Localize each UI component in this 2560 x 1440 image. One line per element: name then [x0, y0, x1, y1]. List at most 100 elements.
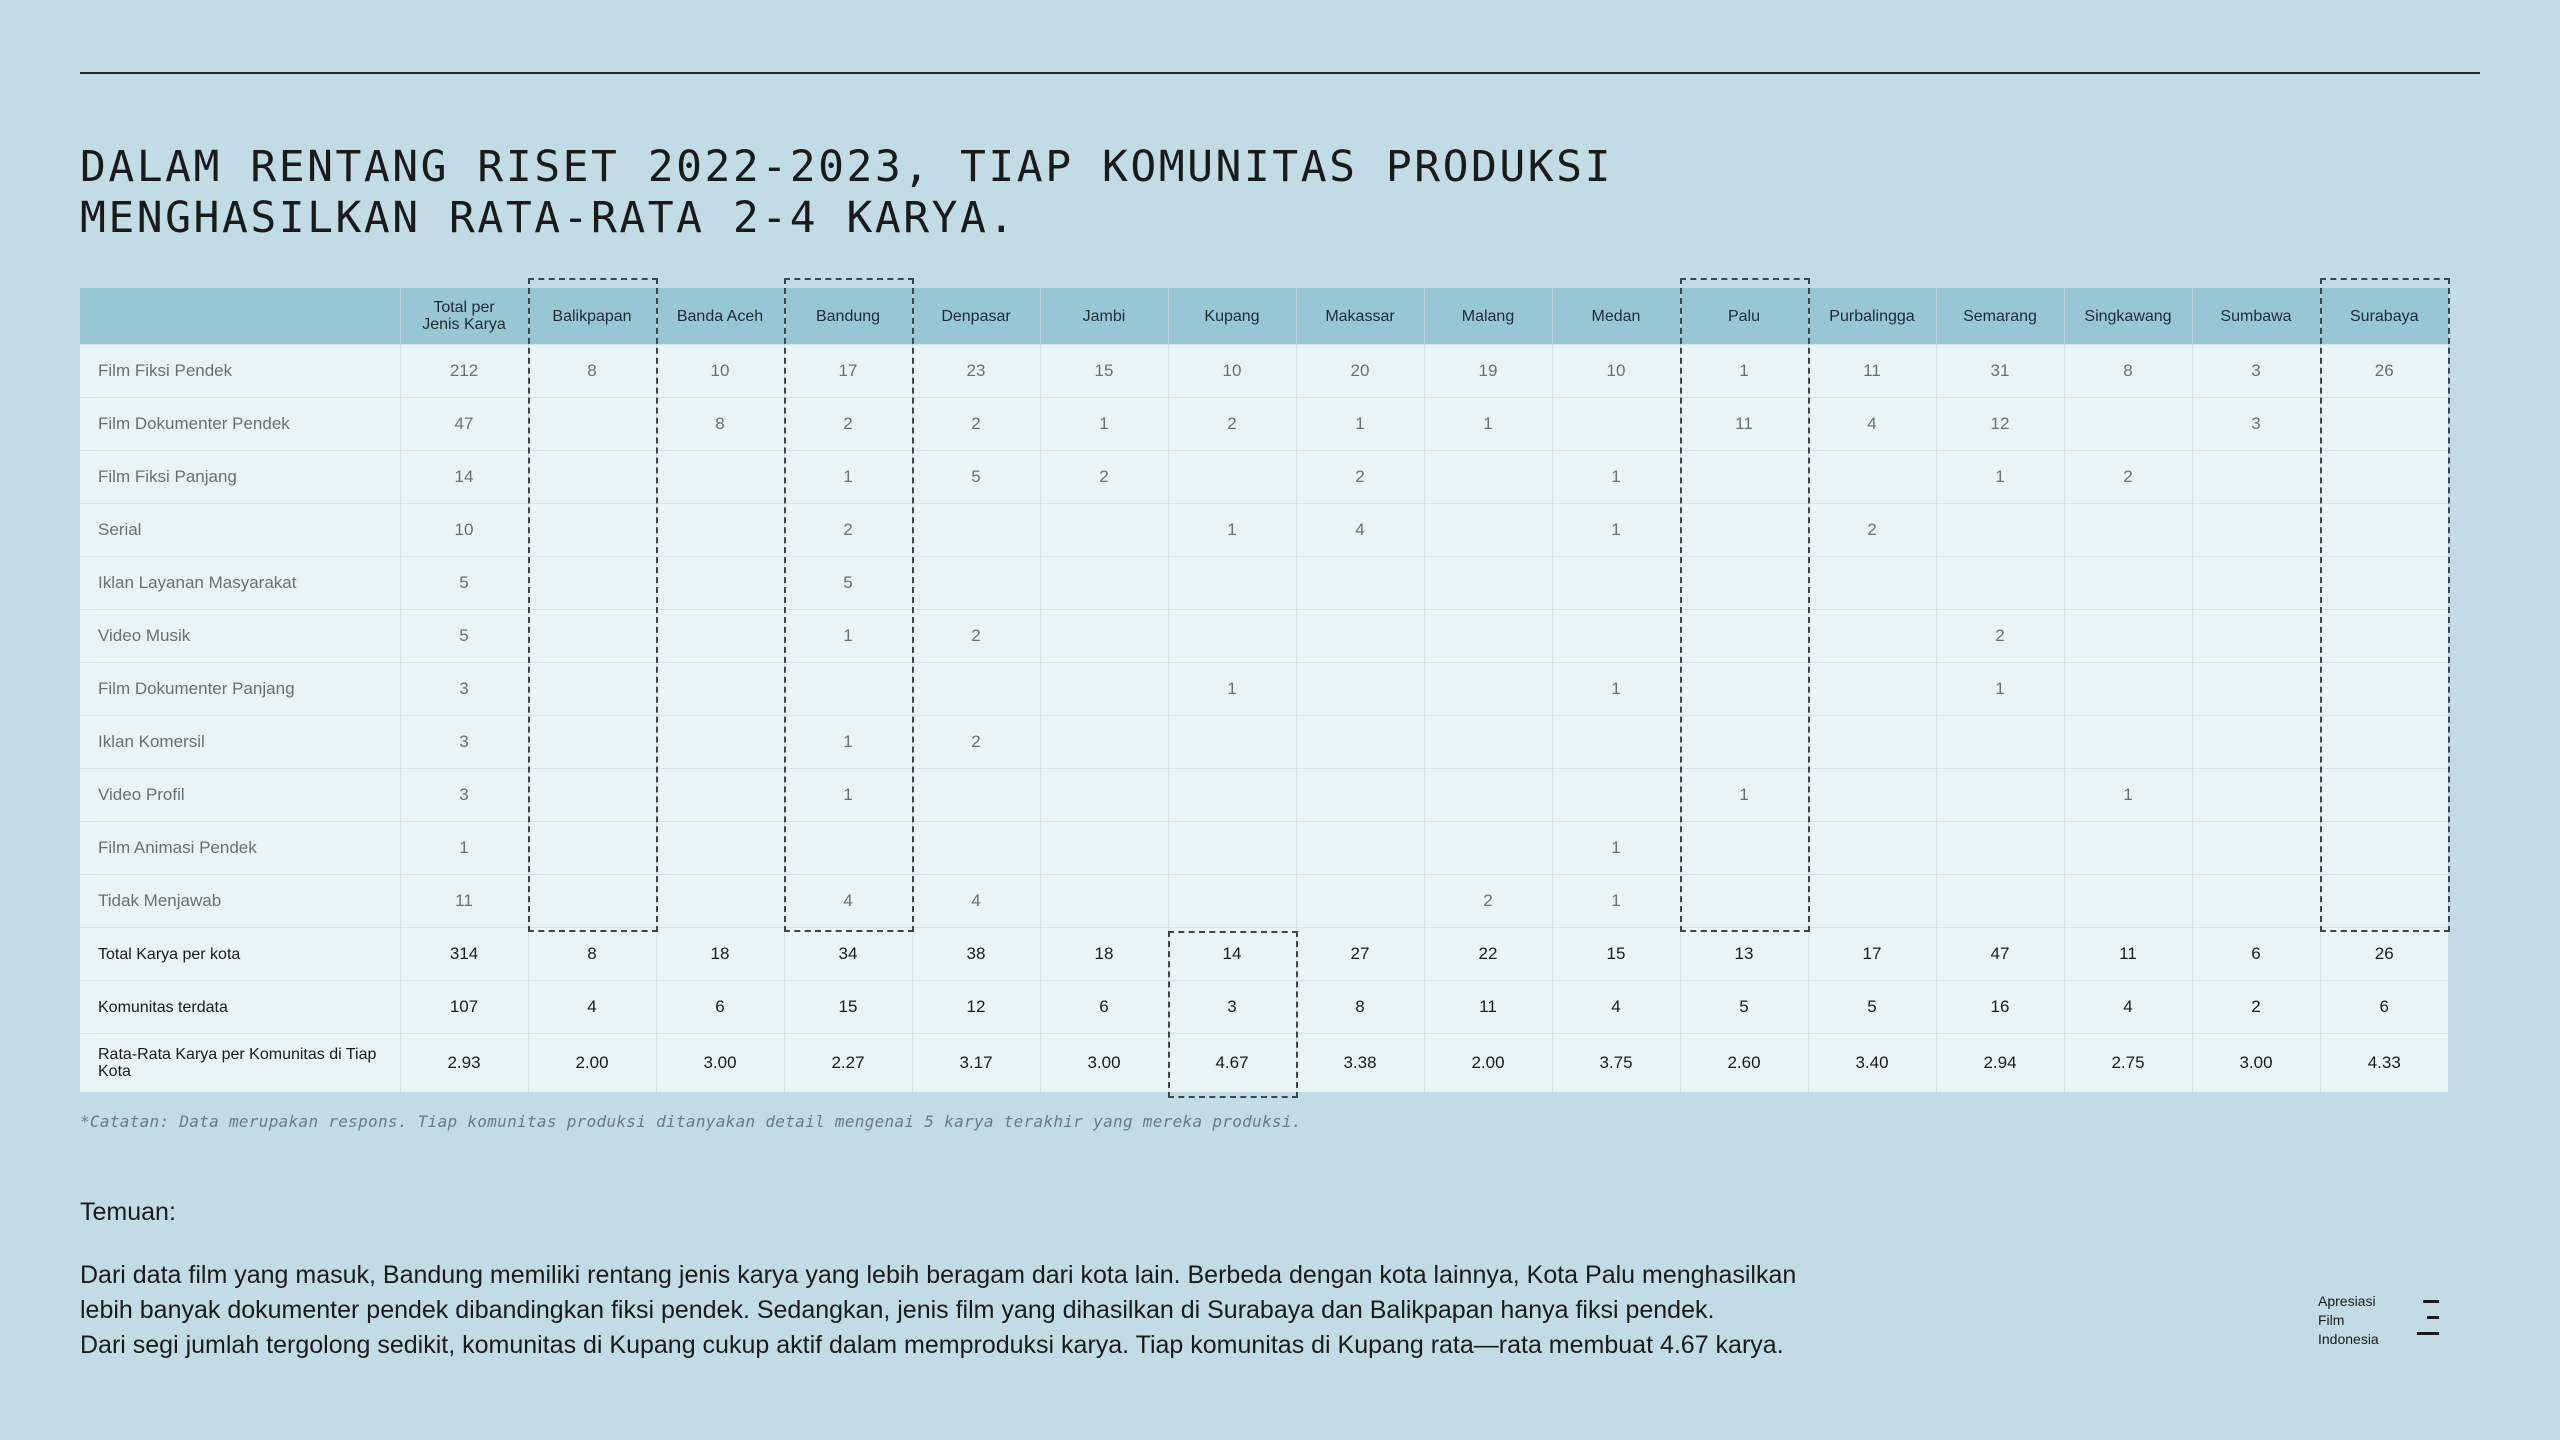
city-value-cell	[1295, 609, 1424, 663]
city-value-cell: 3.40	[1807, 1033, 1936, 1092]
city-value-cell	[2191, 503, 2320, 557]
city-value-cell	[2063, 397, 2192, 451]
city-value-cell	[2063, 821, 2192, 875]
city-value-cell: 4.67	[1167, 1033, 1296, 1092]
city-value-cell	[655, 821, 784, 875]
city-value-cell: 19	[1423, 344, 1552, 398]
city-value-cell	[2063, 503, 2192, 557]
city-value-cell: 13	[1679, 927, 1808, 981]
city-value-cell: 1	[1679, 768, 1808, 822]
city-value-cell	[1295, 556, 1424, 610]
city-value-cell	[1551, 715, 1680, 769]
city-value-cell	[2063, 556, 2192, 610]
city-value-cell	[911, 768, 1040, 822]
city-value-cell	[655, 662, 784, 716]
city-value-cell: 8	[527, 927, 656, 981]
city-value-cell	[1679, 609, 1808, 663]
city-value-cell	[911, 556, 1040, 610]
city-value-cell	[1039, 715, 1168, 769]
table-row: Tidak Menjawab 11 4 4 2 1	[80, 874, 2448, 928]
city-value-cell: 38	[911, 927, 1040, 981]
city-value-cell	[655, 556, 784, 610]
city-value-cell	[2191, 821, 2320, 875]
city-value-cell	[527, 821, 656, 875]
city-value-cell	[655, 874, 784, 928]
city-value-cell	[1551, 768, 1680, 822]
city-value-cell: 27	[1295, 927, 1424, 981]
row-label: Film Dokumenter Panjang	[80, 662, 400, 716]
city-value-cell: 2	[1295, 450, 1424, 504]
city-value-cell: 2.60	[1679, 1033, 1808, 1092]
table-footnote: *Catatan: Data merupakan respons. Tiap k…	[80, 1112, 1302, 1131]
city-value-cell: 11	[1423, 980, 1552, 1034]
city-value-cell	[1039, 768, 1168, 822]
city-value-cell	[1167, 874, 1296, 928]
city-value-cell	[2319, 556, 2448, 610]
city-value-cell	[1295, 874, 1424, 928]
city-value-cell	[655, 503, 784, 557]
city-value-cell: 3	[2191, 397, 2320, 451]
page-title: DALAM RENTANG RISET 2022-2023, TIAP KOMU…	[80, 142, 1980, 244]
brand-text: Apresiasi Film Indonesia	[2318, 1292, 2379, 1349]
header-corner	[80, 288, 400, 345]
city-value-cell	[1039, 874, 1168, 928]
row-label: Komunitas terdata	[80, 980, 400, 1034]
city-value-cell	[2063, 662, 2192, 716]
city-value-cell	[1423, 715, 1552, 769]
city-value-cell	[1167, 450, 1296, 504]
city-value-cell	[655, 715, 784, 769]
city-value-cell: 6	[2319, 980, 2448, 1034]
city-value-cell	[1679, 821, 1808, 875]
city-value-cell	[527, 715, 656, 769]
header-city: Malang	[1423, 288, 1552, 345]
city-value-cell: 1	[1935, 450, 2064, 504]
city-value-cell	[1935, 503, 2064, 557]
findings-text: Dari data film yang masuk, Bandung memil…	[80, 1258, 2180, 1363]
city-value-cell	[2319, 662, 2448, 716]
city-value-cell: 6	[2191, 927, 2320, 981]
city-value-cell: 2	[1423, 874, 1552, 928]
table-row: Film Fiksi Pendek 212 8 10 17 23 15 10 20 19 10 1 11…	[80, 344, 2448, 398]
city-value-cell	[1039, 821, 1168, 875]
row-total-cell: 11	[399, 874, 528, 928]
row-label: Film Fiksi Panjang	[80, 450, 400, 504]
city-value-cell	[2063, 715, 2192, 769]
city-value-cell: 2	[2063, 450, 2192, 504]
findings-line-2: lebih banyak dokumenter pendek dibanding…	[80, 1296, 1715, 1324]
city-value-cell: 5	[1807, 980, 1936, 1034]
city-value-cell: 1	[783, 609, 912, 663]
city-value-cell: 1	[1551, 874, 1680, 928]
city-value-cell	[1935, 715, 2064, 769]
header-city: Palu	[1679, 288, 1808, 345]
city-value-cell	[1423, 821, 1552, 875]
city-value-cell: 2	[783, 397, 912, 451]
city-value-cell: 4	[1807, 397, 1936, 451]
row-label: Video Profil	[80, 768, 400, 822]
city-value-cell: 2.00	[1423, 1033, 1552, 1092]
city-value-cell: 3.00	[655, 1033, 784, 1092]
city-value-cell	[1935, 821, 2064, 875]
city-value-cell: 2	[1167, 397, 1296, 451]
city-value-cell: 1	[783, 450, 912, 504]
city-value-cell: 3	[1167, 980, 1296, 1034]
table-row: Film Dokumenter Pendek 47 8 2 2 1 2 1 1 11 4 12 3	[80, 397, 2448, 451]
city-value-cell	[1807, 450, 1936, 504]
city-value-cell	[1807, 556, 1936, 610]
city-value-cell	[527, 397, 656, 451]
city-value-cell	[527, 662, 656, 716]
city-value-cell	[2191, 609, 2320, 663]
city-value-cell: 6	[1039, 980, 1168, 1034]
city-value-cell: 3.00	[1039, 1033, 1168, 1092]
city-value-cell	[1935, 556, 2064, 610]
row-total-cell: 5	[399, 556, 528, 610]
city-value-cell	[2319, 874, 2448, 928]
city-value-cell	[1551, 609, 1680, 663]
city-value-cell	[2319, 609, 2448, 663]
row-total-cell: 3	[399, 715, 528, 769]
city-value-cell: 8	[1295, 980, 1424, 1034]
city-value-cell: 1	[1551, 450, 1680, 504]
header-city: Medan	[1551, 288, 1680, 345]
city-value-cell	[1295, 715, 1424, 769]
city-value-cell: 2	[911, 609, 1040, 663]
city-value-cell	[2319, 821, 2448, 875]
